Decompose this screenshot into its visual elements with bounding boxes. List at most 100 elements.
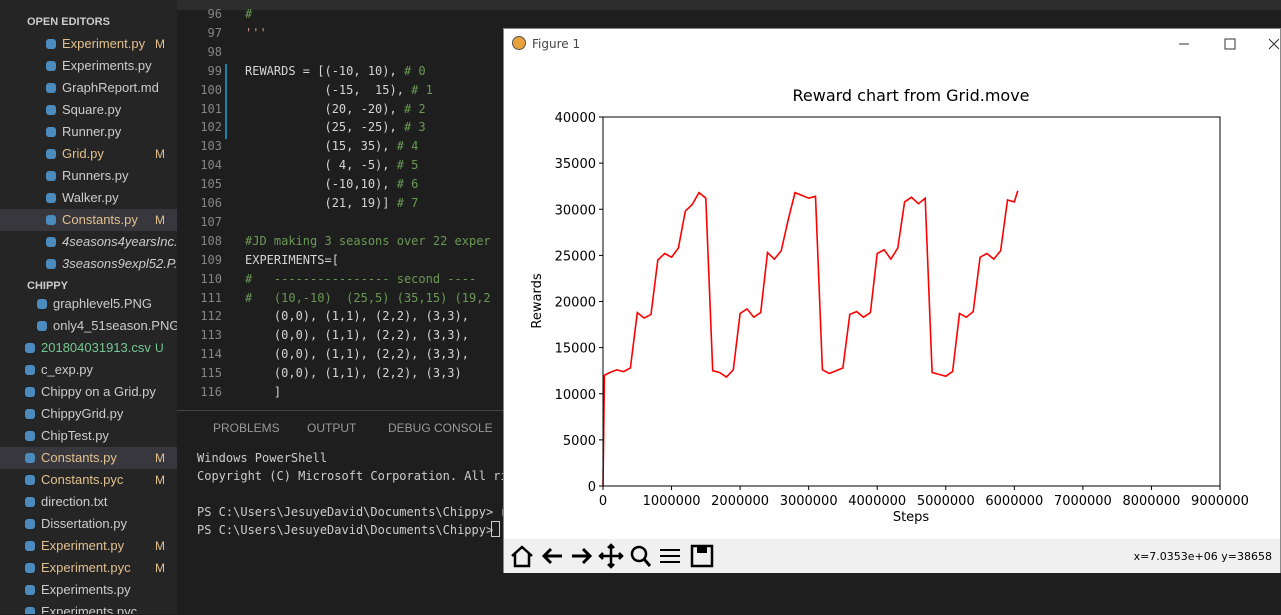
x-tick-label: 4000000 — [848, 494, 906, 509]
x-tick-label: 2000000 — [711, 494, 769, 509]
code-line: (0,0), (1,1), (2,2), (3,3), — [245, 309, 469, 324]
figure-window: Figure 1 Reward chart from Grid.move Ste… — [503, 28, 1281, 573]
pan-button[interactable] — [598, 543, 624, 569]
line-number: 102 — [200, 120, 222, 135]
x-tick-label: 8000000 — [1122, 494, 1180, 509]
code-line: (0,0), (1,1), (2,2), (3,3), — [245, 328, 469, 343]
code-line: ( 4, -5), # 5 — [245, 158, 419, 173]
home-button[interactable] — [511, 545, 533, 568]
line-number: 106 — [200, 196, 222, 210]
x-tick-label: 9000000 — [1191, 494, 1249, 509]
code-line: (-15, 15), # 1 — [245, 82, 433, 97]
file-icon — [25, 475, 35, 485]
terminal-line: Copyright (C) Microsoft Corporation. All… — [197, 469, 515, 483]
line-number: 99 — [207, 63, 222, 78]
section-header: OPEN EDITORS — [27, 16, 110, 28]
x-axis-label: Steps — [893, 510, 930, 525]
panel-tab: PROBLEMS — [213, 421, 280, 435]
close[interactable] — [1268, 38, 1279, 50]
code-line: (21, 19)] # 7 — [245, 196, 419, 210]
x-tick-label: 7000000 — [1054, 494, 1112, 509]
file-name: Runner.py — [62, 124, 122, 139]
line-number: 109 — [200, 252, 222, 267]
code-line: REWARDS = [(-10, 10), # 0 — [245, 63, 426, 78]
terminal-line: PS C:\Users\JesuyeDavid\Documents\Chippy… — [197, 505, 508, 519]
cursor-status: x=7.0353e+06 y=38658 — [1133, 550, 1272, 563]
file-icon — [25, 541, 35, 551]
y-tick-label: 10000 — [555, 388, 596, 403]
back-button[interactable] — [541, 547, 562, 565]
window-controls[interactable] — [1179, 35, 1279, 53]
terminal-line: Windows PowerShell — [197, 451, 328, 465]
file-item: Square.py — [0, 99, 177, 121]
file-badge: M — [155, 37, 165, 51]
file-icon — [25, 563, 35, 573]
y-tick-label: 20000 — [555, 296, 596, 311]
code-line: #JD making 3 seasons over 22 exper — [245, 233, 491, 248]
panel-tab: OUTPUT — [307, 421, 357, 435]
code-line: # (10,-10) (25,5) (35,15) (19,2 — [245, 290, 491, 305]
chart-title: Reward chart from Grid.move — [792, 86, 1029, 105]
app-icon — [512, 36, 526, 50]
file-item: Experiments.py — [0, 579, 177, 601]
cursor — [491, 521, 500, 537]
file-badge: M — [155, 473, 165, 487]
panel-tab: DEBUG CONSOLE — [388, 421, 493, 435]
file-name: ChipTest.py — [41, 428, 109, 443]
line-number: 100 — [200, 82, 222, 97]
code-line: (0,0), (1,1), (2,2), (3,3), — [245, 347, 469, 362]
y-axis-label: Rewards — [530, 273, 545, 328]
file-item: Experiment.py M — [0, 535, 177, 557]
file-icon — [25, 497, 35, 507]
line-number: 116 — [200, 385, 222, 399]
file-badge: U — [155, 341, 164, 355]
x-tick-label: 3000000 — [780, 494, 838, 509]
file-name: Grid.py — [62, 146, 104, 161]
file-name: 4seasons4yearsInc... — [62, 234, 177, 249]
line-number: 105 — [200, 177, 222, 192]
x-tick-label: 1000000 — [643, 494, 701, 509]
toolbar: x=7.0353e+06 y=38658 — [504, 539, 1280, 573]
file-icon — [25, 585, 35, 595]
y-tick-label: 0 — [588, 480, 596, 495]
file-item: Walker.py — [0, 187, 177, 209]
toolbar-buttons[interactable] — [508, 542, 718, 570]
file-name: c_exp.py — [41, 362, 94, 377]
y-tick-label: 15000 — [555, 342, 596, 357]
file-item: Dissertation.py — [0, 513, 177, 535]
file-item: Experiments.pyc — [0, 601, 177, 614]
file-icon — [25, 387, 35, 397]
file-item: 201804031913.csv U — [0, 337, 177, 359]
code-line: (25, -25), # 3 — [245, 120, 426, 135]
line-number: 112 — [200, 309, 222, 324]
x-tick-label: 6000000 — [985, 494, 1043, 509]
file-icon — [46, 105, 56, 115]
zoom-button[interactable] — [630, 545, 648, 563]
forward-button[interactable] — [572, 547, 593, 565]
file-name: Experiments.py — [41, 582, 131, 597]
file-name: Experiment.pyc — [41, 560, 131, 575]
configure-button[interactable] — [660, 549, 680, 563]
line-number: 115 — [200, 366, 222, 381]
line-number: 103 — [200, 139, 222, 154]
file-name: Experiments.pyc — [41, 604, 138, 614]
code-line: # — [245, 7, 253, 21]
file-name: 3seasons9expl52.P... — [62, 256, 177, 271]
file-name: Experiments.py — [62, 58, 152, 73]
file-icon — [25, 343, 35, 353]
file-name: graphlevel5.PNG — [53, 296, 152, 311]
chart: Reward chart from Grid.move Steps Reward… — [530, 86, 1249, 525]
file-item: direction.txt — [0, 491, 177, 513]
line-number: 113 — [200, 328, 222, 343]
window-title: Figure 1 — [532, 37, 581, 51]
file-icon — [37, 321, 47, 331]
x-tick-label: 5000000 — [917, 494, 975, 509]
plot-frame — [602, 116, 1221, 487]
file-icon — [46, 149, 56, 159]
maximize[interactable] — [1224, 38, 1236, 50]
file-name: Constants.py — [62, 212, 138, 227]
file-icon — [37, 299, 47, 309]
code-line: (20, -20), # 2 — [245, 101, 426, 116]
y-tick-label: 30000 — [555, 203, 596, 218]
file-icon — [25, 409, 35, 419]
